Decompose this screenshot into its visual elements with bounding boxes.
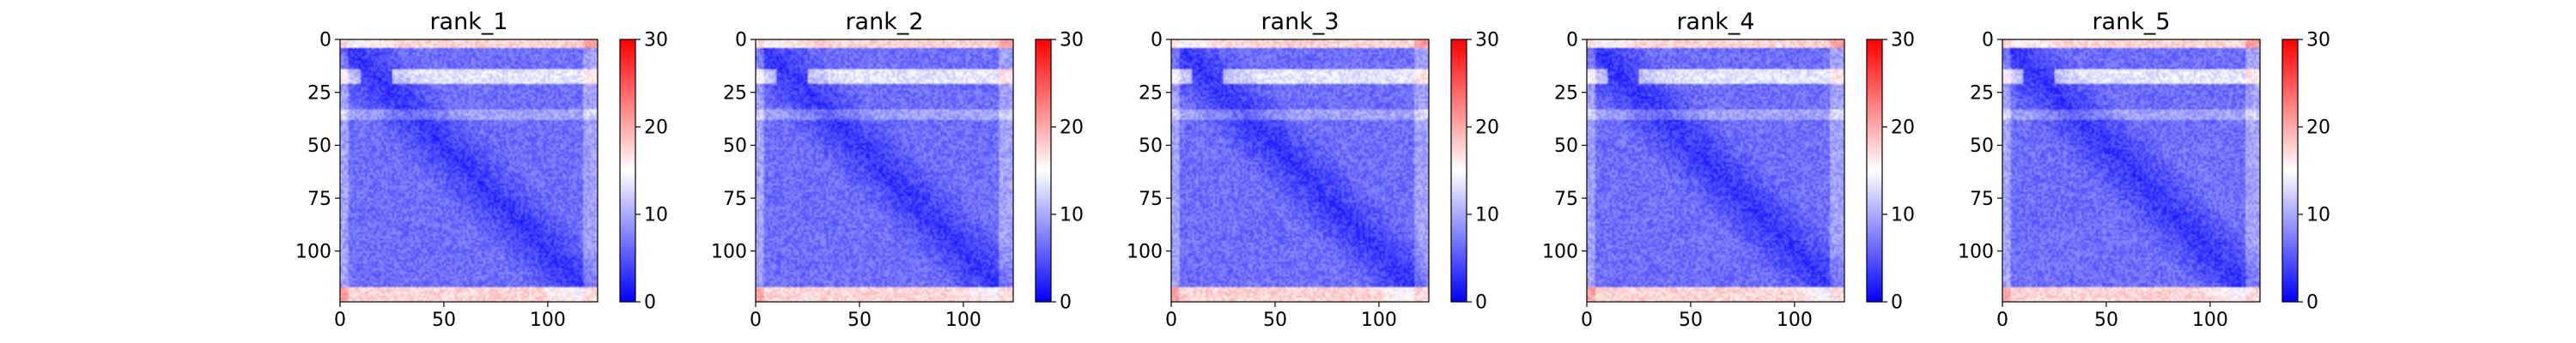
- y-tick-label: 100: [1127, 241, 1163, 262]
- x-tick-label: 100: [1361, 310, 1397, 331]
- colorbar-tick-label: 20: [2306, 117, 2330, 139]
- x-tick-label: 0: [1165, 310, 1177, 331]
- x-tick-label: 100: [530, 310, 566, 331]
- colorbar-tick-label: 0: [1060, 292, 1072, 314]
- x-tick-label: 0: [334, 310, 346, 331]
- y-tick-label: 75: [1554, 189, 1578, 210]
- colorbar-tick-label: 30: [644, 30, 668, 51]
- colorbar-tick-label: 0: [644, 292, 656, 314]
- colorbar-tick-label: 20: [1475, 117, 1499, 139]
- plot-frame: [755, 39, 1014, 303]
- colorbar-tick-label: 20: [644, 117, 668, 139]
- x-tick-label: 100: [2192, 310, 2228, 331]
- heatmap-image: [756, 39, 1013, 302]
- y-tick-label: 100: [1958, 241, 1994, 262]
- y-tick-label: 100: [295, 241, 331, 262]
- y-tick-label: 0: [319, 30, 331, 51]
- y-tick-label: 75: [1970, 189, 1994, 210]
- colorbar-tick-label: 20: [1060, 117, 1084, 139]
- x-tick-label: 0: [750, 310, 762, 331]
- y-tick-label: 50: [1554, 135, 1578, 157]
- colorbar-tick-label: 20: [1891, 117, 1915, 139]
- y-tick-label: 50: [1970, 135, 1994, 157]
- colorbar: [2281, 39, 2299, 303]
- panel-title: rank_2: [845, 9, 923, 35]
- colorbar-tick-label: 30: [1060, 30, 1084, 51]
- y-tick-label: 75: [723, 189, 747, 210]
- heatmap-image: [340, 39, 598, 302]
- colorbar: [1866, 39, 1883, 303]
- plot-frame: [1586, 39, 1845, 303]
- x-tick-label: 0: [1996, 310, 2008, 331]
- x-tick-label: 50: [2094, 310, 2118, 331]
- y-tick-label: 25: [723, 82, 747, 104]
- panel-2: rank_2 0 25 50 75 100 0 50 100 0 10 20 30: [711, 9, 1084, 331]
- panel-title: rank_3: [1261, 9, 1339, 35]
- colorbar-tick-label: 0: [2306, 292, 2318, 314]
- panel-3: rank_3 0 25 50 75 100 0 50 100 0 10 20 30: [1127, 9, 1499, 331]
- y-tick-label: 100: [1542, 241, 1578, 262]
- y-tick-label: 50: [307, 135, 331, 157]
- colorbar-tick-label: 10: [644, 205, 668, 226]
- heatmap-image: [1587, 39, 1844, 302]
- x-tick-label: 50: [848, 310, 872, 331]
- panel-title: rank_5: [2092, 9, 2170, 35]
- y-tick-label: 50: [1139, 135, 1163, 157]
- panel-1: rank_1 0 25 50 75 100 0 50 100 0 10 20 30: [295, 9, 668, 331]
- plot-frame: [339, 39, 598, 303]
- colorbar: [1450, 39, 1467, 303]
- y-tick-label: 0: [1151, 30, 1163, 51]
- colorbar-tick-label: 10: [1475, 205, 1499, 226]
- colorbar-tick-label: 30: [2306, 30, 2330, 51]
- y-tick-label: 100: [711, 241, 747, 262]
- y-tick-label: 50: [723, 135, 747, 157]
- x-tick-label: 50: [432, 310, 456, 331]
- x-tick-label: 0: [1581, 310, 1593, 331]
- panel-5: rank_5 0 25 50 75 100 0 50 100 0 10 20 30: [1958, 9, 2330, 331]
- colorbar: [1035, 39, 1052, 303]
- heatmap-image: [2002, 39, 2260, 302]
- y-tick-label: 75: [1139, 189, 1163, 210]
- y-tick-label: 25: [1139, 82, 1163, 104]
- y-tick-label: 0: [1982, 30, 1994, 51]
- colorbar-tick-label: 10: [2306, 205, 2330, 226]
- colorbar-tick-label: 30: [1475, 30, 1499, 51]
- colorbar-tick-label: 10: [1060, 205, 1084, 226]
- y-tick-label: 0: [1566, 30, 1578, 51]
- y-tick-label: 25: [1970, 82, 1994, 104]
- y-tick-label: 25: [1554, 82, 1578, 104]
- colorbar-tick-label: 10: [1891, 205, 1915, 226]
- y-tick-label: 0: [735, 30, 747, 51]
- x-tick-label: 100: [945, 310, 981, 331]
- y-tick-label: 75: [307, 189, 331, 210]
- panel-4: rank_4 0 25 50 75 100 0 50 100 0 10 20 30: [1542, 9, 1915, 331]
- colorbar: [619, 39, 636, 303]
- colorbar-tick-label: 0: [1891, 292, 1903, 314]
- heatmap-image: [1171, 39, 1429, 302]
- panel-title: rank_1: [429, 9, 507, 35]
- colorbar-tick-label: 0: [1475, 292, 1487, 314]
- y-tick-label: 25: [307, 82, 331, 104]
- x-tick-label: 100: [1777, 310, 1813, 331]
- x-tick-label: 50: [1679, 310, 1703, 331]
- plot-frame: [1170, 39, 1430, 303]
- plot-frame: [2002, 39, 2261, 303]
- colorbar-tick-label: 30: [1891, 30, 1915, 51]
- x-tick-label: 50: [1263, 310, 1287, 331]
- panel-title: rank_4: [1676, 9, 1754, 35]
